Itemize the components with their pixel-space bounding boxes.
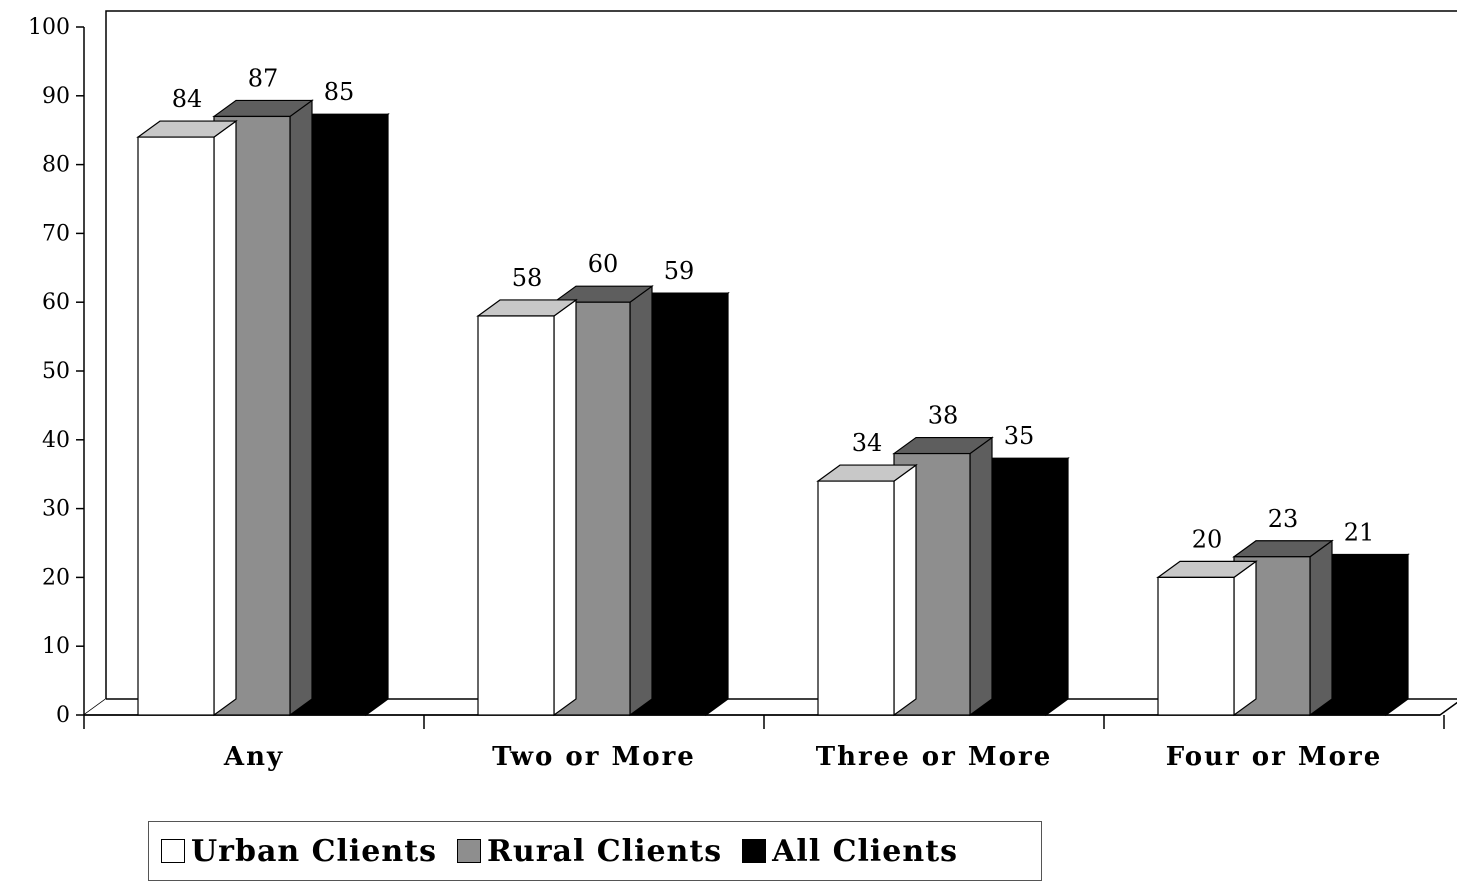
data-label: 84 [172,85,203,113]
bar-side [893,463,917,717]
y-tick-label: 70 [42,221,70,246]
bar-side [365,113,389,717]
legend-item-all: All Clients [742,834,958,869]
y-tick-label: 50 [42,359,70,384]
bar-side [705,291,729,717]
y-tick-label: 80 [42,153,70,178]
bar [137,136,215,716]
y-tick-label: 0 [56,703,70,728]
bar-chart: 0 10 20 30 40 50 60 70 80 90 100 85 87 84 Any 59 60 58 Two… [28,10,1457,772]
bar-side [213,119,237,717]
y-tick-label: 30 [42,497,70,522]
chart-legend: Urban Clients Rural Clients All Clients [148,821,1042,881]
bar-side [289,99,313,717]
chart-bars [136,99,1410,717]
bar-side [629,285,653,717]
data-label: 21 [1344,519,1375,547]
y-tick-label: 40 [42,428,70,453]
x-tick-label: Two or More [492,742,696,772]
legend-label-rural: Rural Clients [486,833,723,869]
x-tick-label: Three or More [816,742,1053,772]
y-tick-label: 100 [28,15,70,40]
bar-side [1309,539,1333,717]
x-tick-label: Any [223,742,284,772]
data-label: 34 [852,429,883,457]
bar-side [553,298,577,717]
y-tick-label: 90 [42,84,70,109]
bar-side [1233,560,1257,717]
data-label: 60 [588,250,619,278]
data-label: 85 [324,78,355,106]
bar-side [1385,553,1409,717]
legend-swatch-all [742,839,767,863]
x-tick-label: Four or More [1166,742,1383,772]
legend-label-all: All Clients [772,833,958,869]
bar-side [969,436,993,717]
bar-side [1045,457,1069,717]
y-tick-label: 10 [42,634,70,659]
bar [817,480,895,716]
legend-item-urban: Urban Clients [161,834,437,869]
data-label: 58 [512,264,543,292]
legend-swatch-urban [161,839,185,863]
data-label: 20 [1192,525,1223,553]
chart-labels: 0 10 20 30 40 50 60 70 80 90 100 85 87 84 Any 59 60 58 Two… [28,15,1383,772]
legend-swatch-rural [456,839,481,863]
data-label: 87 [248,64,279,92]
data-label: 23 [1268,505,1299,533]
legend-label-urban: Urban Clients [191,833,437,869]
bar [477,315,555,716]
y-tick-label: 20 [42,565,70,590]
data-label: 35 [1004,422,1035,450]
y-tick-label: 60 [42,290,70,315]
data-label: 38 [928,402,959,430]
legend-item-rural: Rural Clients [456,833,723,869]
data-label: 59 [664,257,695,285]
bar [1157,576,1235,716]
